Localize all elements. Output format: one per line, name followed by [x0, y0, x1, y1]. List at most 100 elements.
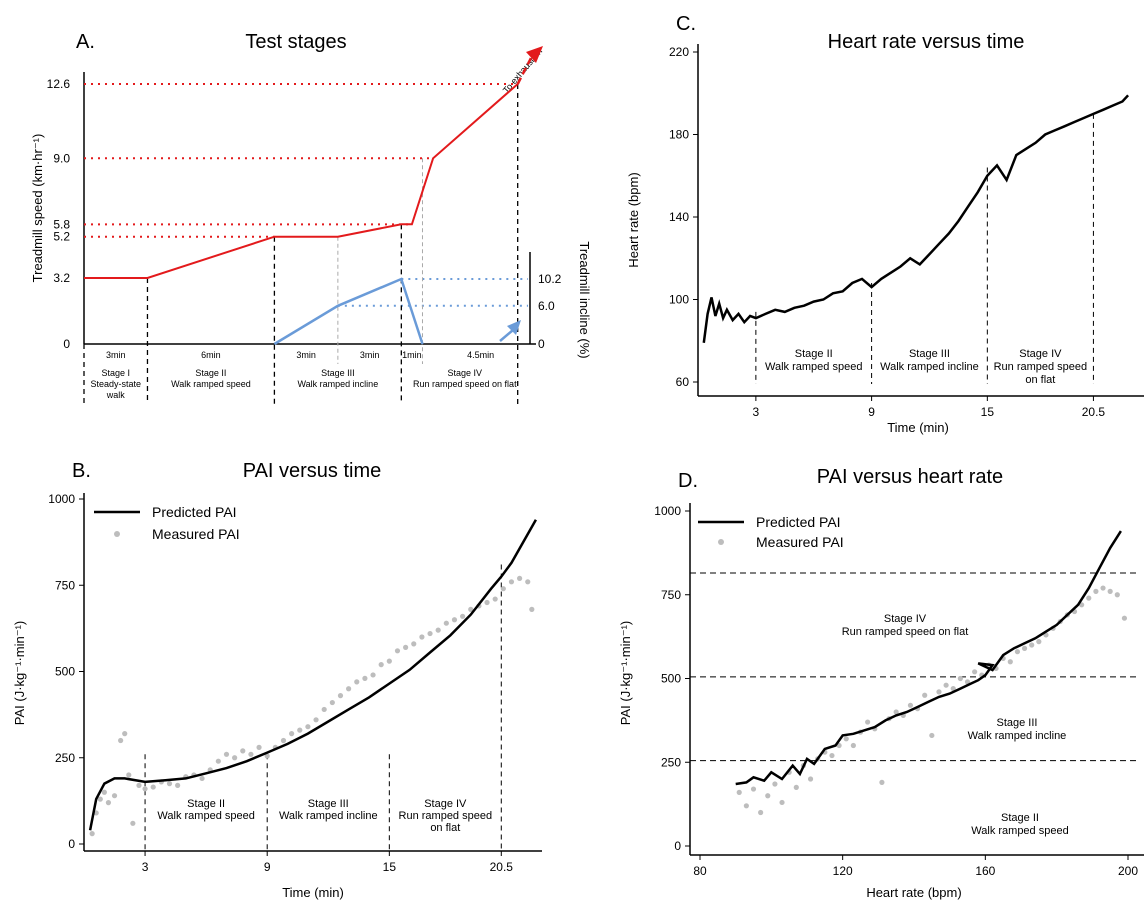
panel-d-measured-point: [793, 784, 799, 790]
incline-axis-label: Treadmill incline (%): [577, 241, 592, 358]
panel-b-predicted-line: [88, 519, 537, 831]
panel-c-x-tick-label: 3: [753, 405, 760, 419]
panel-d-y-tick-label: 1000: [654, 504, 681, 518]
panel-d-measured-point: [829, 752, 835, 759]
panel-d-x-tick-label: 120: [833, 864, 853, 878]
panel-d-y-tick-label: 250: [661, 755, 681, 769]
panel-b-measured-point: [484, 599, 490, 606]
panel-d-measured-point: [772, 781, 778, 787]
heart-rate-vs-time-chart: C. Heart rate versus time Time (min) Hea…: [626, 13, 1144, 435]
duration-label: 3min: [360, 350, 380, 360]
panel-d-stage-label: Stage IV: [884, 613, 927, 625]
incline-line: [273, 277, 424, 346]
panel-d-measured-point: [929, 732, 935, 739]
panel-c-stage-label: Stage II: [795, 348, 833, 360]
stage-label: Steady-state: [90, 379, 141, 389]
panel-b-stage-label: on flat: [430, 822, 460, 834]
panel-b-letter: B.: [72, 460, 91, 482]
panel-c-stage-label: Stage IV: [1019, 348, 1062, 360]
panel-b-measured-point: [460, 613, 466, 619]
stage-label: Walk ramped speed: [171, 379, 251, 389]
heart-rate-line: [702, 94, 1130, 343]
panel-d-x-tick-label: 160: [975, 864, 995, 878]
panel-d-measured-point: [1121, 615, 1128, 621]
speed-tick-label: 0: [63, 337, 70, 351]
panel-b-measured-point: [386, 658, 392, 664]
panel-d-ylabel: PAI (J·kg⁻¹·min⁻¹): [618, 621, 633, 725]
pai-vs-heart-rate-chart: D. PAI versus heart rate Heart rate (bpm…: [618, 466, 1144, 900]
panel-d-letter: D.: [678, 470, 698, 492]
panel-b-x-tick-label: 9: [264, 860, 271, 874]
panel-b-stage-label: Walk ramped speed: [157, 810, 254, 822]
panel-b-measured-point: [435, 627, 441, 633]
panel-b-measured-point: [354, 679, 360, 685]
panel-c-y-tick-label: 100: [669, 293, 689, 307]
panel-b-measured-point: [362, 675, 368, 681]
panel-c-ylabel: Heart rate (bpm): [626, 172, 641, 267]
panel-d-measured-point: [936, 689, 942, 695]
panel-b: B. PAI versus time Time (min) PAI (J·kg⁻…: [0, 445, 580, 905]
panel-b-measured-point: [223, 751, 230, 757]
panel-d-measured-point: [779, 799, 785, 806]
panel-d-stage-label: Stage II: [1001, 812, 1039, 824]
panel-d-measured-point: [758, 809, 764, 816]
legend-predicted-label-d: Predicted PAI: [756, 514, 841, 530]
stage-label: Stage II: [195, 368, 226, 378]
panel-b-x-tick-label: 3: [142, 860, 149, 874]
panel-b-measured-point: [280, 737, 287, 744]
panel-d-x-tick-label: 200: [1118, 864, 1138, 878]
speed-line: [84, 83, 519, 279]
panel-b-stage-label: Walk ramped incline: [279, 810, 378, 822]
panel-d-measured-point: [1014, 649, 1021, 655]
panel-b-measured-point: [451, 617, 458, 623]
panel-b-measured-point: [305, 724, 311, 730]
panel-b-measured-point: [529, 606, 535, 612]
panel-b-measured-point: [111, 793, 118, 799]
panel-a-letter: A.: [76, 31, 95, 53]
panel-d-measured-point: [750, 786, 757, 792]
panel-c-title: Heart rate versus time: [828, 31, 1025, 53]
panel-b-measured-point: [394, 648, 401, 654]
legend-measured-label: Measured PAI: [152, 526, 240, 542]
panel-d-x-tick-label: 80: [693, 864, 707, 878]
duration-label: 3min: [106, 350, 126, 360]
panel-b-measured-point: [101, 789, 107, 795]
panel-b-measured-point: [411, 641, 417, 647]
stage-label: Walk ramped incline: [298, 379, 379, 389]
panel-c-stage-label: Run ramped speed: [994, 361, 1088, 373]
panel-b-measured-point: [264, 753, 270, 759]
panel-c-y-tick-label: 220: [669, 45, 689, 59]
panel-b-measured-point: [142, 786, 148, 792]
panel-b-stage-label: Stage II: [187, 798, 225, 810]
panel-d-measured-point: [807, 776, 814, 782]
panel-d-measured-point: [950, 685, 956, 692]
exhaustion-arrow-line: [516, 55, 534, 85]
panel-b-measured-point: [248, 751, 254, 757]
panel-b-stage-label: Stage III: [308, 798, 349, 810]
panel-d-predicted-line: [735, 530, 1122, 786]
stage-label: Stage III: [321, 368, 355, 378]
panel-b-measured-point: [289, 731, 295, 737]
panel-b-measured-point: [150, 784, 156, 790]
speed-tick-label: 9.0: [53, 151, 70, 165]
panel-b-measured-point: [97, 796, 103, 802]
legend-measured-label-d: Measured PAI: [756, 534, 844, 550]
panel-b-measured-point: [427, 630, 433, 637]
panel-d-y-tick-label: 0: [674, 839, 681, 853]
panel-d-xlabel: Heart rate (bpm): [866, 885, 961, 900]
panel-c-letter: C.: [676, 13, 696, 35]
panel-b-measured-point: [346, 686, 352, 692]
panel-b-measured-point: [297, 727, 303, 733]
panel-d-stage-label: Stage III: [997, 717, 1038, 729]
panel-d-measured-point: [972, 669, 978, 675]
panel-b-measured-point: [378, 662, 384, 668]
panel-b-measured-point: [337, 693, 344, 699]
panel-c-stage-label: on flat: [1025, 374, 1055, 386]
panel-c-x-tick-label: 15: [981, 405, 995, 419]
panel-c-stage-label: Walk ramped speed: [765, 361, 862, 373]
panel-d-measured-point: [1107, 588, 1113, 594]
panel-d-measured-point: [1029, 642, 1035, 648]
panel-d-measured-point: [907, 702, 914, 708]
panel-b-measured-point: [443, 620, 449, 626]
panel-d-measured-point: [865, 719, 871, 725]
